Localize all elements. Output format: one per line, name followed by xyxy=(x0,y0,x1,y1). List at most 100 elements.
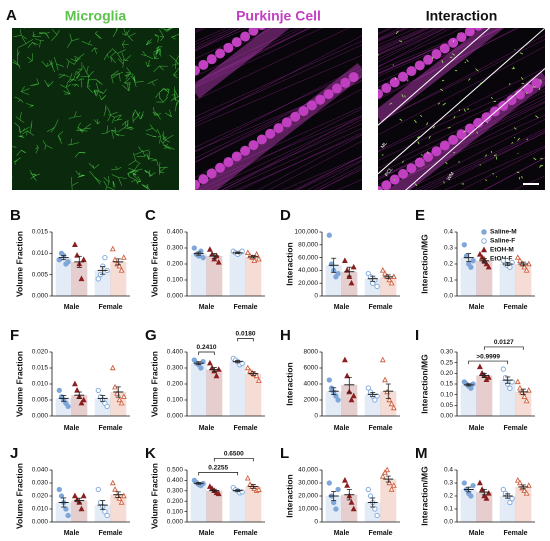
cell-process xyxy=(452,53,455,56)
y-tick-label: 40,000 xyxy=(298,467,318,474)
cell-process xyxy=(133,171,137,176)
bar xyxy=(71,500,88,522)
y-tick-label: 8000 xyxy=(304,349,319,356)
y-tick-label: 0.4 xyxy=(444,229,453,236)
soma xyxy=(231,151,242,162)
p-value: 0.2410 xyxy=(197,344,217,351)
dendrite-band xyxy=(195,62,362,190)
x-tick-label: Male xyxy=(64,304,80,311)
data-point xyxy=(485,263,492,270)
cell-process xyxy=(130,179,137,183)
panel-label: H xyxy=(280,327,291,344)
data-point xyxy=(374,512,380,519)
layer-outline xyxy=(405,68,545,190)
cell-process xyxy=(145,128,153,132)
fiber xyxy=(378,0,545,7)
bar xyxy=(341,271,358,296)
cell-process xyxy=(103,110,107,117)
cell-process xyxy=(146,184,149,189)
cell-process xyxy=(441,79,445,82)
cell-process xyxy=(153,107,155,116)
data-point xyxy=(112,486,118,492)
cell-process xyxy=(156,159,159,167)
data-point xyxy=(365,385,371,391)
cell-process xyxy=(463,130,466,133)
soma xyxy=(290,0,300,7)
fiber xyxy=(195,28,238,48)
cell-process xyxy=(167,87,170,93)
x-tick-label: Female xyxy=(98,425,122,432)
cell-process xyxy=(154,33,159,37)
cell-process xyxy=(146,38,152,46)
data-point xyxy=(120,492,127,499)
cell-process xyxy=(526,138,528,141)
cell-process xyxy=(134,81,144,83)
data-point xyxy=(483,260,490,267)
cell-process xyxy=(132,171,134,176)
cell-process xyxy=(18,65,21,69)
cell-process xyxy=(464,61,467,64)
data-point xyxy=(65,512,71,519)
panel-label: G xyxy=(145,327,157,344)
cell-process xyxy=(73,71,77,80)
bar xyxy=(245,256,262,296)
data-point xyxy=(71,241,78,248)
dendrite-band xyxy=(195,28,290,99)
data-point xyxy=(521,487,528,494)
cell-process xyxy=(171,36,176,40)
cell-process xyxy=(28,60,33,63)
soma xyxy=(248,140,259,151)
soma xyxy=(423,151,434,162)
y-tick-label: 0.010 xyxy=(32,250,49,257)
cell-process xyxy=(157,136,161,138)
cell-process xyxy=(86,72,91,78)
data-point xyxy=(213,372,220,379)
cell-process xyxy=(24,28,25,29)
y-axis-label: Interaction xyxy=(284,474,294,517)
fiber xyxy=(378,28,430,53)
cell-process xyxy=(118,177,122,186)
soma xyxy=(414,60,425,71)
soma xyxy=(406,163,417,174)
data-point xyxy=(200,254,206,261)
cell-process xyxy=(70,58,77,62)
panel-label: E xyxy=(415,207,425,224)
cell-process xyxy=(101,132,107,134)
cell-process xyxy=(70,177,73,186)
data-point xyxy=(74,387,81,393)
cell-process xyxy=(162,136,167,140)
data-point xyxy=(468,493,474,499)
fiber xyxy=(296,159,362,190)
cell-process xyxy=(520,76,524,80)
cell-process xyxy=(116,114,122,121)
data-point xyxy=(215,490,222,497)
cell-process xyxy=(159,29,165,38)
bar xyxy=(190,483,207,522)
bar xyxy=(460,384,477,416)
x-tick-label: Male xyxy=(199,530,215,537)
fiber xyxy=(378,88,545,169)
cell-process xyxy=(394,76,397,81)
cell-process xyxy=(46,63,48,67)
fiber xyxy=(225,128,362,190)
cell-process xyxy=(17,99,21,102)
cell-process xyxy=(93,90,97,97)
y-tick-label: 0.400 xyxy=(167,477,184,484)
cell-process xyxy=(108,114,115,118)
cell-process xyxy=(128,32,136,37)
cell-process xyxy=(125,31,129,37)
bar xyxy=(229,361,246,416)
soma xyxy=(323,89,334,100)
cell-process xyxy=(25,103,34,106)
cell-process xyxy=(156,128,161,137)
cell-process xyxy=(51,29,58,35)
cell-process xyxy=(111,174,119,178)
cell-process xyxy=(155,46,159,55)
y-tick-label: 0.100 xyxy=(167,508,184,515)
soma xyxy=(195,65,200,76)
data-point xyxy=(390,482,397,488)
x-tick-label: Male xyxy=(469,425,485,432)
fiber xyxy=(378,46,545,136)
cell-process xyxy=(159,97,164,103)
cell-process xyxy=(152,112,158,115)
